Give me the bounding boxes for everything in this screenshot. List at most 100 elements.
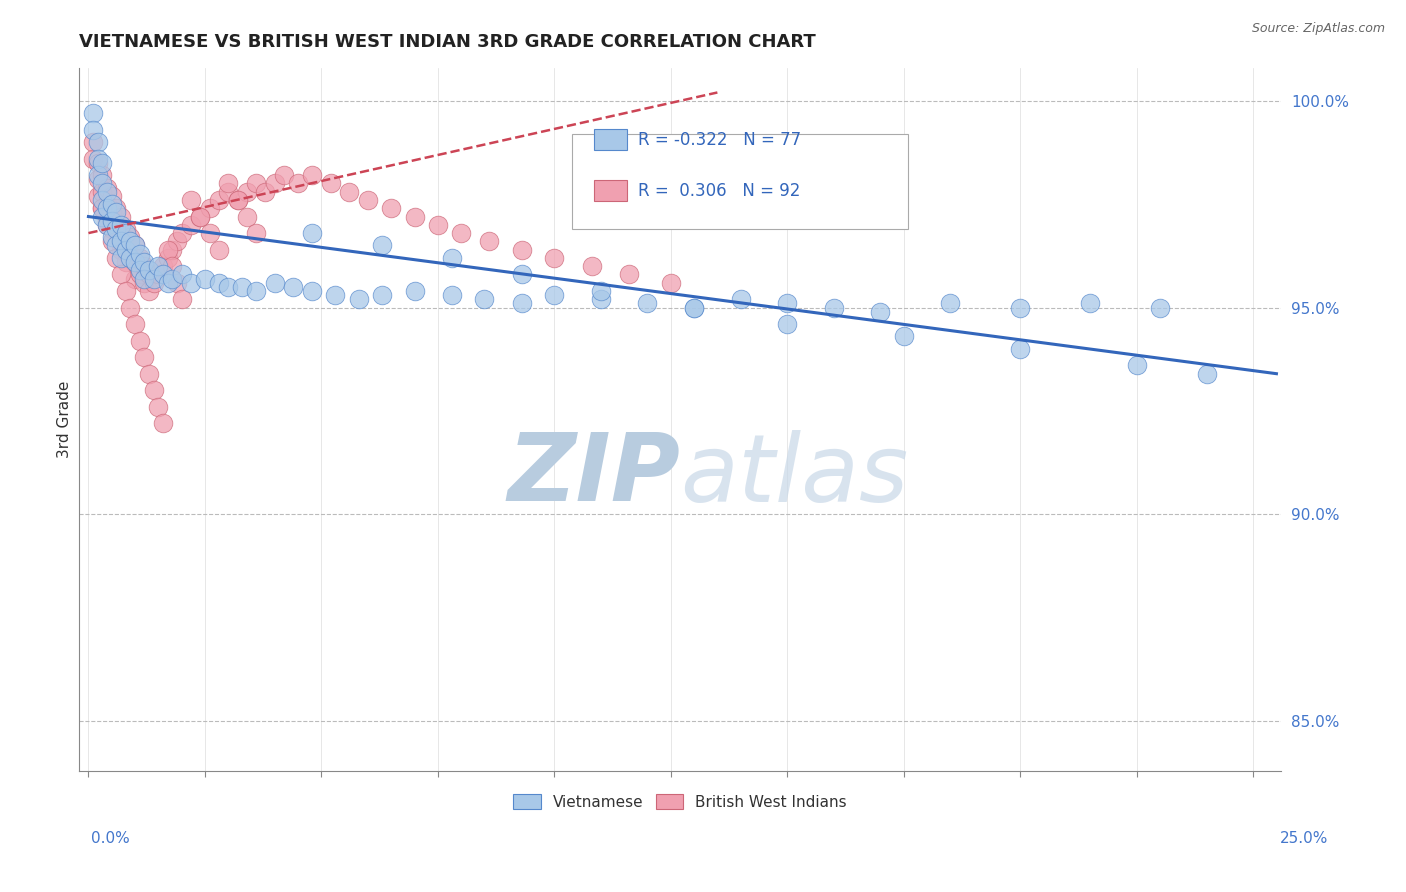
Point	[110, 218, 132, 232]
Point	[939, 296, 962, 310]
Point	[162, 271, 184, 285]
Point	[245, 226, 267, 240]
Point	[82, 135, 104, 149]
Point	[148, 268, 170, 282]
Point	[134, 276, 156, 290]
Text: R = -0.322   N = 77: R = -0.322 N = 77	[638, 131, 801, 149]
Point	[91, 168, 114, 182]
Point	[124, 317, 146, 331]
Point	[128, 246, 150, 260]
Point	[380, 201, 402, 215]
Point	[87, 135, 110, 149]
Point	[152, 268, 174, 282]
Point	[156, 251, 179, 265]
Point	[138, 268, 160, 282]
Point	[166, 235, 188, 249]
Point	[170, 268, 193, 282]
Point	[128, 268, 150, 282]
Point	[440, 251, 463, 265]
Point	[114, 226, 136, 240]
Point	[510, 268, 533, 282]
Point	[263, 177, 285, 191]
Point	[659, 276, 682, 290]
Point	[120, 235, 142, 249]
FancyBboxPatch shape	[572, 135, 908, 229]
Point	[180, 276, 202, 290]
Point	[110, 210, 132, 224]
Point	[105, 251, 128, 265]
Point	[236, 210, 259, 224]
Text: R =  0.306   N = 92: R = 0.306 N = 92	[638, 182, 800, 201]
Point	[208, 243, 231, 257]
Point	[180, 193, 202, 207]
Point	[1149, 301, 1171, 315]
Point	[124, 238, 146, 252]
Point	[231, 280, 253, 294]
Point	[105, 205, 128, 219]
Legend: Vietnamese, British West Indians: Vietnamese, British West Indians	[508, 788, 853, 816]
Point	[128, 263, 150, 277]
Point	[110, 235, 132, 249]
Point	[156, 276, 179, 290]
Point	[142, 276, 165, 290]
Point	[156, 243, 179, 257]
Point	[82, 106, 104, 120]
Point	[198, 226, 221, 240]
Point	[510, 243, 533, 257]
Point	[120, 251, 142, 265]
Point	[450, 226, 472, 240]
Point	[1010, 342, 1032, 356]
Point	[301, 168, 323, 182]
Text: 0.0%: 0.0%	[91, 831, 131, 846]
Point	[114, 243, 136, 257]
Point	[426, 218, 449, 232]
Point	[683, 301, 706, 315]
Point	[245, 284, 267, 298]
Point	[543, 288, 565, 302]
Point	[319, 177, 342, 191]
Point	[325, 288, 347, 302]
Point	[114, 222, 136, 236]
Point	[162, 259, 184, 273]
Point	[105, 201, 128, 215]
Point	[82, 122, 104, 136]
Point	[124, 255, 146, 269]
Point	[869, 304, 891, 318]
Point	[134, 255, 156, 269]
Point	[226, 193, 249, 207]
Point	[124, 238, 146, 252]
Point	[474, 292, 496, 306]
Point	[170, 226, 193, 240]
Point	[263, 276, 285, 290]
Point	[198, 201, 221, 215]
Point	[138, 367, 160, 381]
Point	[371, 238, 394, 252]
Point	[188, 210, 211, 224]
Point	[91, 201, 114, 215]
Point	[347, 292, 370, 306]
Point	[1125, 359, 1147, 373]
Point	[87, 155, 110, 169]
Y-axis label: 3rd Grade: 3rd Grade	[58, 381, 72, 458]
Point	[87, 172, 110, 186]
Point	[217, 177, 239, 191]
Point	[138, 284, 160, 298]
Point	[105, 218, 128, 232]
Point	[142, 271, 165, 285]
Point	[114, 284, 136, 298]
Point	[166, 276, 188, 290]
Point	[114, 238, 136, 252]
Point	[148, 400, 170, 414]
Point	[100, 205, 122, 219]
Point	[1078, 296, 1101, 310]
Point	[110, 226, 132, 240]
Point	[617, 268, 640, 282]
Point	[404, 284, 426, 298]
Point	[510, 296, 533, 310]
Point	[287, 177, 309, 191]
Point	[683, 301, 706, 315]
Point	[337, 185, 360, 199]
Point	[87, 189, 110, 203]
Point	[893, 329, 915, 343]
FancyBboxPatch shape	[593, 128, 627, 150]
